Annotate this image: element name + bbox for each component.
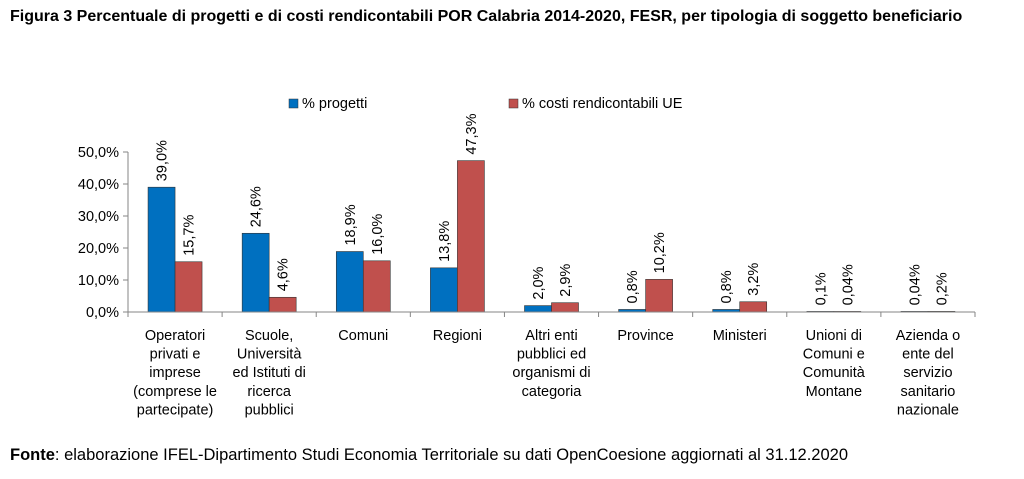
data-label-progetti-9: 0,04% <box>907 264 923 305</box>
data-label-costi-3: 16,0% <box>370 214 386 255</box>
y-axis: 0,0% 10,0% 20,0% 30,0% 40,0% 50,0% <box>78 145 129 321</box>
x-category-label-line: Regioni <box>433 328 482 344</box>
bar-costi-5 <box>551 302 579 313</box>
data-labels: 39,0% 24,6% 18,9% 13,8% 2,0% 0,8% 0,8% 0,1% 0,04… <box>155 113 951 305</box>
data-label-costi-8: 0,04% <box>840 264 856 305</box>
bar-costi-7 <box>739 301 768 313</box>
x-category-label-line: nazionale <box>897 402 959 418</box>
source-label: Fonte <box>10 446 55 464</box>
x-category-label-line: privati e <box>150 347 201 363</box>
x-category-label-line: pubblici ed <box>517 347 586 363</box>
y-tick-label: 30,0% <box>78 209 119 225</box>
y-tick-label: 50,0% <box>78 145 119 161</box>
x-category-label: Province <box>617 328 673 344</box>
data-label-progetti-2: 24,6% <box>249 186 265 227</box>
source-note: Fonte: elaborazione IFEL-Dipartimento St… <box>10 446 848 465</box>
data-label-progetti-8: 0,1% <box>813 272 829 305</box>
legend-label: % costi rendicontabili UE <box>522 96 683 112</box>
data-label-costi-4: 47,3% <box>464 113 480 154</box>
y-tick-label: 0,0% <box>86 305 119 321</box>
data-label-costi-9: 0,2% <box>934 272 950 305</box>
figure-title: Figura 3 Percentuale di progetti e di co… <box>10 8 963 25</box>
data-label-costi-1: 15,7% <box>182 215 198 256</box>
x-category-label-line: Province <box>617 328 673 344</box>
data-label-costi-7: 3,2% <box>746 263 762 296</box>
x-category-label-line: imprese <box>149 365 201 381</box>
x-category-label-line: (comprese le <box>133 384 217 400</box>
x-axis: Operatori privati e imprese (comprese le par… <box>127 311 976 418</box>
data-label-progetti-3: 18,9% <box>343 204 359 245</box>
bar-costi-3 <box>362 260 391 313</box>
data-label-progetti-7: 0,8% <box>719 270 735 303</box>
x-category-label: Comuni <box>338 328 388 344</box>
x-category-label-line: organismi di <box>512 365 590 381</box>
bars <box>147 160 956 313</box>
x-category-label: Unioni di Comuni e Comunità Montane <box>803 328 866 400</box>
x-category-label: Operatori privati e imprese (comprese le par… <box>133 328 217 418</box>
legend-swatch <box>288 98 299 109</box>
x-category-label-line: Operatori <box>145 328 205 344</box>
x-category-label-line: Comuni <box>338 328 388 344</box>
data-label-costi-2: 4,6% <box>276 258 292 291</box>
x-category-label-line: ricerca <box>247 384 291 400</box>
data-label-progetti-4: 13,8% <box>437 221 453 262</box>
legend: % progetti % costi rendicontabili UE <box>288 96 683 112</box>
x-category-label-line: categoria <box>522 384 583 400</box>
x-category-label-line: Unioni di <box>806 328 862 344</box>
x-category-label: Ministeri <box>713 328 767 344</box>
bar-progetti-2 <box>241 232 270 313</box>
y-tick-label: 20,0% <box>78 241 119 257</box>
x-category-label-line: Ministeri <box>713 328 767 344</box>
bar-costi-2 <box>268 296 297 313</box>
bar-chart: % progetti % costi rendicontabili UE 0,0%… <box>78 96 976 418</box>
data-label-progetti-1: 39,0% <box>155 140 171 181</box>
data-label-progetti-6: 0,8% <box>625 270 641 303</box>
x-category-label-line: Scuole, <box>245 328 293 344</box>
x-category-label: Regioni <box>433 328 482 344</box>
bar-costi-4 <box>457 160 485 313</box>
x-category-label-line: ed Istituti di <box>232 365 305 381</box>
legend-item-2: % costi rendicontabili UE <box>508 96 683 112</box>
x-category-label-line: sanitario <box>901 384 956 400</box>
data-label-costi-6: 10,2% <box>652 232 668 273</box>
legend-label: % progetti <box>302 96 367 112</box>
x-category-label-line: Azienda o <box>896 328 961 344</box>
y-tick-label: 40,0% <box>78 177 119 193</box>
x-category-label-line: Altri enti <box>525 328 577 344</box>
y-tick-label: 10,0% <box>78 273 119 289</box>
x-category-label-line: Comuni e <box>803 347 865 363</box>
x-category-label-line: servizio <box>903 365 952 381</box>
x-category-label: Altri enti pubblici ed organismi di categor… <box>512 328 590 400</box>
bar-progetti-5 <box>524 305 552 313</box>
x-category-label-line: Montane <box>806 384 862 400</box>
bar-costi-6 <box>645 279 673 313</box>
source-text: : elaborazione IFEL-Dipartimento Studi E… <box>54 446 849 464</box>
data-label-progetti-5: 2,0% <box>531 266 547 299</box>
x-category-label-line: partecipate) <box>137 402 214 418</box>
bar-progetti-3 <box>335 251 364 313</box>
legend-swatch <box>508 98 519 109</box>
bar-costi-1 <box>174 261 203 313</box>
x-category-label: Scuole, Università ed Istituti di ricerca pu… <box>232 328 305 418</box>
x-category-label-line: Università <box>237 347 302 363</box>
x-category-label-line: pubblici <box>245 402 294 418</box>
legend-item-1: % progetti <box>288 96 367 112</box>
bar-progetti-4 <box>430 267 458 313</box>
data-label-costi-5: 2,9% <box>558 264 574 297</box>
x-category-label: Azienda o ente del servizio sanitario nazion… <box>896 328 961 418</box>
x-category-label-line: Comunità <box>803 365 866 381</box>
bar-progetti-1 <box>147 186 176 313</box>
x-category-label-line: ente del <box>902 347 954 363</box>
